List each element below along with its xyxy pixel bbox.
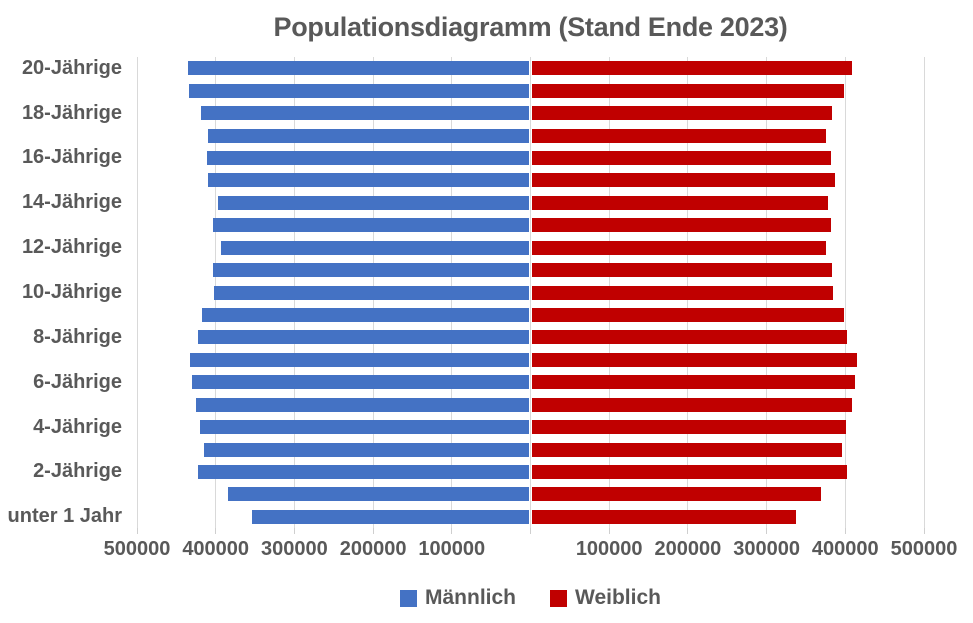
bar-weiblich — [532, 195, 828, 210]
bar-maennlich — [213, 218, 529, 233]
axis-tick — [293, 528, 295, 534]
bar-weiblich — [532, 218, 832, 233]
bar-maennlich — [218, 195, 529, 210]
bar-maennlich — [188, 61, 529, 76]
bar-weiblich — [532, 307, 844, 322]
y-axis-category-label: 12-Jährige — [21, 236, 122, 259]
bar-weiblich — [532, 240, 827, 255]
x-axis-tick-label: 100000 — [575, 538, 643, 560]
bar-maennlich — [200, 106, 529, 121]
maennlich-swatch-icon — [400, 589, 417, 607]
y-axis-category-label: 8-Jährige — [33, 325, 122, 348]
x-axis-tick-label: 300000 — [261, 538, 328, 560]
axis-tick — [372, 528, 374, 534]
axis-tick — [687, 528, 689, 534]
x-axis-tick-label: 400000 — [811, 538, 879, 560]
y-axis-category-label: 4-Jährige — [33, 415, 122, 438]
bar-maennlich — [192, 375, 529, 390]
bar-maennlich — [207, 173, 529, 188]
bar-weiblich — [532, 61, 852, 76]
bar-maennlich — [213, 263, 529, 278]
bar-weiblich — [532, 106, 832, 121]
bar-maennlich — [189, 83, 529, 98]
gridline — [923, 57, 925, 528]
y-axis-labels: 20-Jährige 18-Jährige 16-Jährige 14-Jährige… — [0, 57, 122, 528]
bar-maennlich — [196, 397, 529, 412]
plot-area — [136, 57, 925, 534]
bar-weiblich — [532, 509, 797, 524]
x-axis-tick-label: 400000 — [182, 538, 250, 560]
axis-tick — [136, 528, 138, 534]
axis-tick — [215, 528, 217, 534]
axis-tick — [451, 528, 453, 534]
axis-tick — [844, 528, 846, 534]
y-axis-category-label: 2-Jährige — [33, 460, 122, 483]
y-axis-category-label: 16-Jährige — [21, 146, 122, 169]
gridline — [530, 57, 531, 528]
bar-maennlich — [227, 487, 529, 502]
bar-maennlich — [207, 150, 529, 165]
x-axis-labels: 500000 400000 300000 200000 100000 100000 2000… — [104, 538, 958, 564]
y-axis-category-label: 6-Jährige — [33, 370, 122, 393]
y-axis-category-label: 20-Jährige — [21, 56, 122, 79]
weiblich-swatch-icon — [550, 589, 568, 607]
bar-weiblich — [532, 330, 847, 345]
bar-maennlich — [214, 285, 529, 300]
x-axis-tick-label: 200000 — [339, 538, 407, 560]
y-axis-category-label: 10-Jährige — [21, 281, 122, 303]
bar-maennlich — [251, 509, 529, 524]
legend-item-weiblich: Weiblich — [550, 586, 661, 610]
x-axis-tick-label: 500000 — [890, 538, 958, 560]
legend-item-maennlich: Männlich — [400, 586, 516, 610]
y-axis-category-label: 18-Jährige — [21, 101, 122, 124]
x-axis-tick-label: 500000 — [103, 538, 171, 560]
bar-maennlich — [200, 420, 529, 435]
bar-maennlich — [198, 330, 529, 345]
gridline — [844, 57, 846, 528]
bar-weiblich — [532, 352, 858, 367]
bar-maennlich — [197, 464, 529, 479]
bar-weiblich — [532, 397, 852, 412]
bar-maennlich — [203, 442, 529, 457]
bar-maennlich — [189, 352, 529, 367]
chart-title: Populationsdiagramm (Stand Ende 2023) — [273, 12, 788, 42]
weiblich-legend-label: Weiblich — [575, 586, 661, 609]
bar-weiblich — [532, 285, 833, 300]
bar-weiblich — [532, 487, 821, 502]
y-axis-category-label: unter 1 Jahr — [7, 505, 122, 528]
bar-weiblich — [532, 263, 832, 278]
legend: Männlich Weiblich — [137, 586, 924, 610]
axis-tick — [923, 528, 925, 534]
bar-maennlich — [202, 307, 529, 322]
x-axis-tick-label: 200000 — [654, 538, 722, 560]
y-axis-category-label: 14-Jährige — [21, 191, 122, 214]
bar-maennlich — [207, 128, 529, 143]
bar-weiblich — [532, 173, 835, 188]
bar-weiblich — [532, 128, 827, 143]
bar-weiblich — [532, 150, 832, 165]
bar-weiblich — [532, 83, 845, 98]
bar-maennlich — [221, 240, 529, 255]
axis-tick — [530, 528, 531, 534]
maennlich-legend-label: Männlich — [425, 586, 517, 609]
x-axis-tick-label: 100000 — [418, 538, 486, 560]
axis-tick — [766, 528, 768, 534]
x-axis-tick-label: 300000 — [733, 538, 800, 560]
bar-weiblich — [532, 375, 855, 390]
gridline — [136, 57, 138, 528]
bar-weiblich — [532, 420, 846, 435]
axis-tick — [608, 528, 610, 534]
bar-weiblich — [532, 442, 843, 457]
bar-weiblich — [532, 464, 847, 479]
